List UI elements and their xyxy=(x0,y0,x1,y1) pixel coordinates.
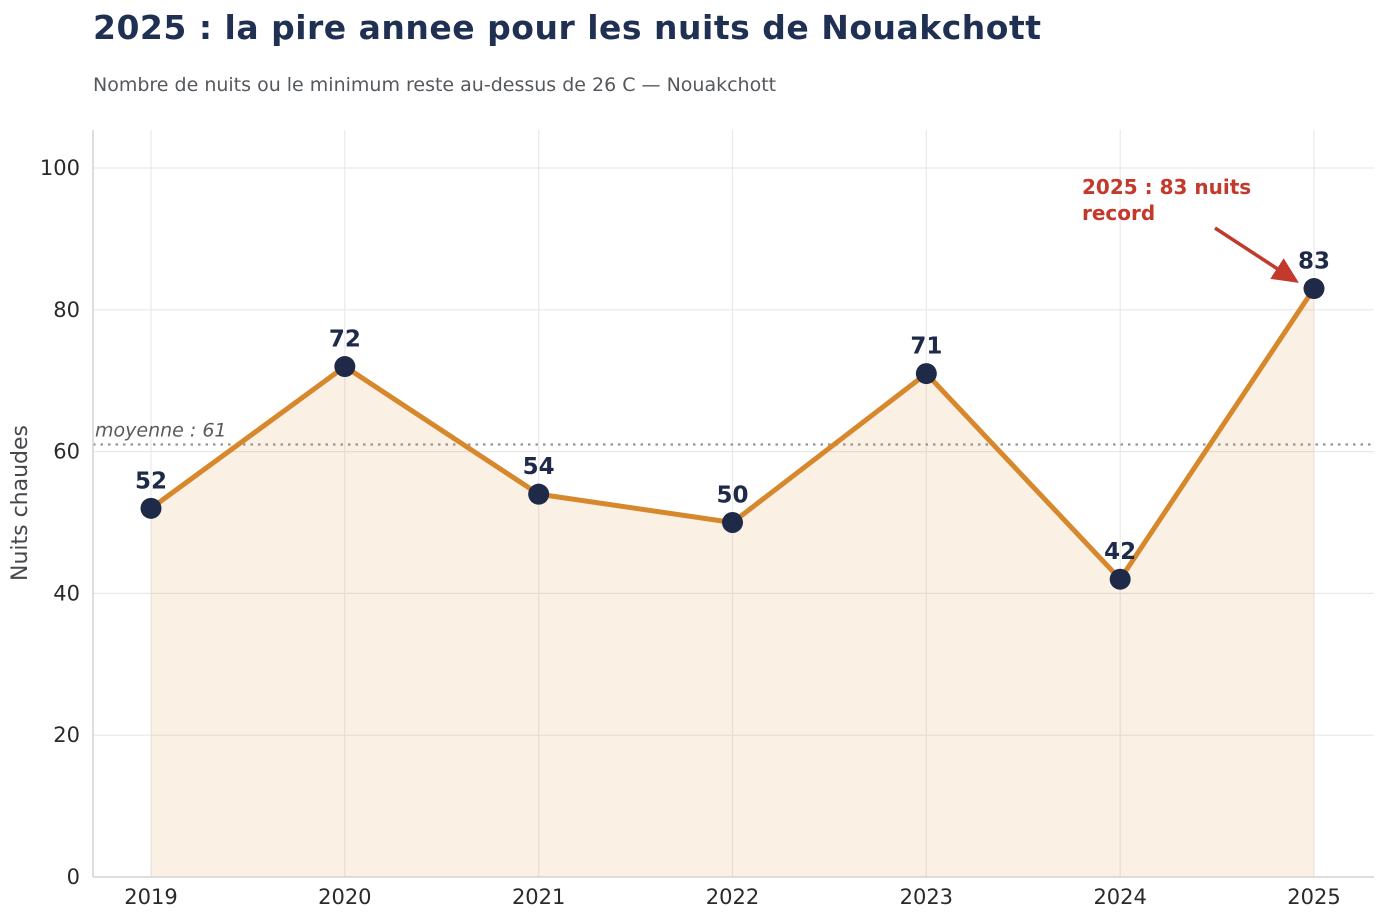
data-point-2023 xyxy=(915,363,937,385)
x-tick-label-2021: 2021 xyxy=(512,885,565,909)
y-tick-label-0: 0 xyxy=(67,865,80,889)
annotation-text-line2: record xyxy=(1082,201,1155,225)
data-point-2025 xyxy=(1303,278,1325,300)
x-tick-label-2020: 2020 xyxy=(318,885,371,909)
annotation-arrow xyxy=(1214,226,1299,283)
point-label-2020: 72 xyxy=(329,327,361,353)
area-fill xyxy=(151,288,1314,877)
x-tick-label-2024: 2024 xyxy=(1093,885,1146,909)
chart-subtitle: Nombre de nuits ou le minimum reste au-d… xyxy=(93,74,777,96)
annotation-text-line1: 2025 : 83 nuits xyxy=(1082,175,1251,199)
y-tick-label-100: 100 xyxy=(40,156,80,180)
y-tick-label-20: 20 xyxy=(53,723,80,747)
data-point-2021 xyxy=(528,483,550,505)
point-label-2021: 54 xyxy=(523,454,555,480)
data-point-2019 xyxy=(140,497,162,519)
x-tick-label-2025: 2025 xyxy=(1287,885,1340,909)
chart-title: 2025 : la pire annee pour les nuits de N… xyxy=(93,8,1042,47)
point-label-2024: 42 xyxy=(1104,539,1136,565)
data-point-2020 xyxy=(334,356,356,378)
y-tick-label-40: 40 xyxy=(53,581,80,605)
point-label-2023: 71 xyxy=(910,334,942,360)
data-point-2022 xyxy=(722,512,743,533)
x-tick-label-2023: 2023 xyxy=(900,885,953,909)
mean-line-label: moyenne : 61 xyxy=(95,420,227,442)
point-label-2025: 83 xyxy=(1298,249,1330,275)
point-label-2022: 50 xyxy=(716,483,748,509)
x-tick-label-2019: 2019 xyxy=(124,885,177,909)
y-tick-label-80: 80 xyxy=(53,298,80,322)
data-point-2024 xyxy=(1109,568,1131,590)
x-tick-label-2022: 2022 xyxy=(706,885,759,909)
y-axis-label: Nuits chaudes xyxy=(8,425,33,581)
y-tick-label-60: 60 xyxy=(53,440,80,464)
point-label-2019: 52 xyxy=(135,468,167,494)
